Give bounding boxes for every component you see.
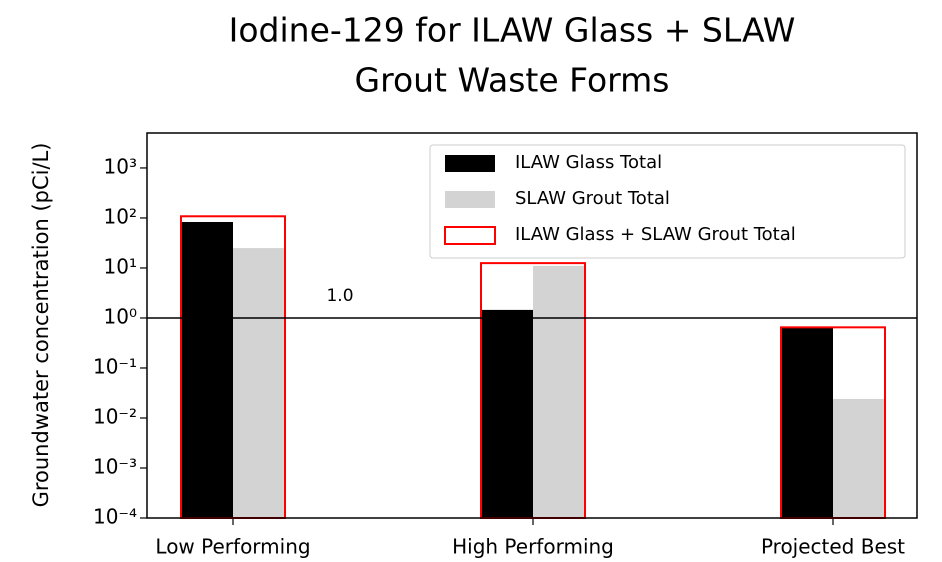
bar [481, 309, 533, 518]
chart-title: Iodine-129 for ILAW Glass + SLAW [229, 11, 796, 50]
legend-swatch [444, 226, 496, 245]
y-tick-label: 10⁻¹ [93, 354, 137, 378]
x-tick-label: Projected Best [761, 535, 905, 559]
chart-title: Grout Waste Forms [355, 61, 670, 100]
bar [181, 222, 233, 518]
legend-label: SLAW Grout Total [515, 188, 670, 209]
plot-frame [146, 132, 918, 519]
y-tick-label: 10² [104, 204, 137, 228]
x-tick-label: Low Performing [155, 535, 310, 559]
bar [833, 398, 885, 518]
y-tick-label: 10⁻⁴ [93, 505, 137, 529]
legend-label: ILAW Glass + SLAW Grout Total [515, 224, 796, 245]
y-tick-label: 10⁻² [93, 404, 137, 428]
legend-label: ILAW Glass Total [515, 152, 662, 173]
bar [533, 265, 585, 518]
reference-label: 1.0 [326, 286, 353, 306]
x-tick-label: High Performing [452, 535, 614, 559]
y-axis-label: Groundwater concentration (pCi/L) [29, 143, 53, 508]
y-tick-label: 10¹ [104, 254, 137, 278]
y-tick-label: 10⁻³ [93, 454, 137, 478]
bar [781, 328, 833, 518]
legend-swatch [445, 191, 495, 208]
legend-swatch [445, 155, 495, 172]
bar [233, 248, 285, 518]
y-tick-label: 10⁰ [104, 304, 137, 328]
y-tick-label: 10³ [104, 154, 137, 178]
legend-box [429, 144, 906, 259]
